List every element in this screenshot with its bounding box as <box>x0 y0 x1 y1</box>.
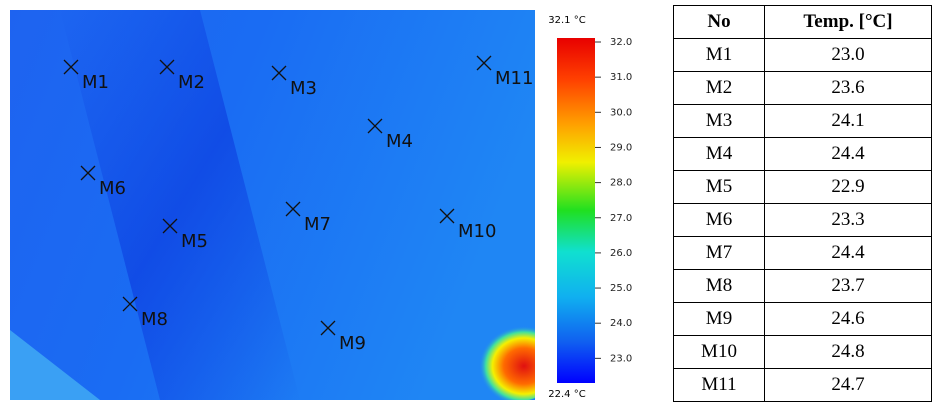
table-cell: 23.7 <box>765 270 932 303</box>
table-cell: M3 <box>674 105 765 138</box>
colorbar-tick-label: 26.0 <box>610 248 632 259</box>
marker-label: M9 <box>339 333 366 354</box>
colorbar-tick-label: 23.0 <box>610 353 632 364</box>
colorbar-tick-label: 28.0 <box>610 178 632 189</box>
colorbar-max-label: 32.1 °C <box>548 15 585 26</box>
table-cell: M5 <box>674 171 765 204</box>
colorbar <box>557 38 595 383</box>
colorbar-tick-label: 25.0 <box>610 283 632 294</box>
table-cell: 24.4 <box>765 237 932 270</box>
table-cell: M2 <box>674 72 765 105</box>
colorbar-tick-label: 24.0 <box>610 318 632 329</box>
table-cell: M10 <box>674 336 765 369</box>
table-cell: 23.0 <box>765 39 932 72</box>
table-cell: 24.7 <box>765 369 932 402</box>
marker-label: M11 <box>495 68 533 89</box>
table-cell: M11 <box>674 369 765 402</box>
table-cell: M1 <box>674 39 765 72</box>
colorbar-tick-label: 32.0 <box>610 37 632 48</box>
table-cell: 24.8 <box>765 336 932 369</box>
marker-label: M3 <box>290 78 317 99</box>
table-cell: M8 <box>674 270 765 303</box>
marker-label: M1 <box>82 72 109 93</box>
table-cell: M6 <box>674 204 765 237</box>
colorbar-min-label: 22.4 °C <box>548 389 585 400</box>
table-cell: 23.3 <box>765 204 932 237</box>
marker-label: M5 <box>181 231 208 252</box>
marker-label: M7 <box>304 214 331 235</box>
colorbar-tick-label: 27.0 <box>610 213 632 224</box>
marker-label: M6 <box>99 178 126 199</box>
table-cell: 24.6 <box>765 303 932 336</box>
table-cell: 23.6 <box>765 72 932 105</box>
marker-label: M10 <box>458 221 496 242</box>
table-cell: M9 <box>674 303 765 336</box>
colorbar-tick-label: 29.0 <box>610 142 632 153</box>
header-cell: No <box>674 6 765 39</box>
colorbar-tick-label: 31.0 <box>610 72 632 83</box>
header-cell: Temp. [°C] <box>765 6 932 39</box>
table-cell: 24.4 <box>765 138 932 171</box>
colorbar-tick-label: 30.0 <box>610 107 632 118</box>
marker-label: M4 <box>386 131 413 152</box>
thermal-view: 32.1 °C 22.4 °C M1 M2 M3 M4 M5 M6 M7 M8 M9 M10 M11… <box>0 0 660 403</box>
table-cell: 24.1 <box>765 105 932 138</box>
table-cell: M4 <box>674 138 765 171</box>
marker-label: M8 <box>141 309 168 330</box>
marker-label: M2 <box>178 72 205 93</box>
table-cell: M7 <box>674 237 765 270</box>
table-cell: 22.9 <box>765 171 932 204</box>
page: 32.1 °C 22.4 °C M1M2M3M4M5M6M7M8M9M10M11… <box>0 0 934 403</box>
